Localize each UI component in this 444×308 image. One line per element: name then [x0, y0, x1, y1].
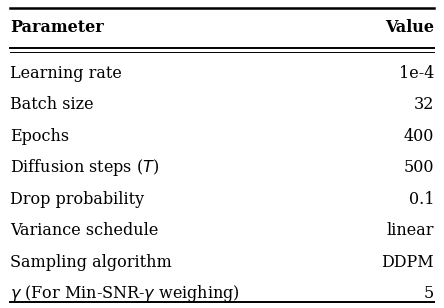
Text: 5: 5	[424, 286, 434, 302]
Text: 1e-4: 1e-4	[399, 65, 434, 82]
Text: 0.1: 0.1	[408, 191, 434, 208]
Text: Drop probability: Drop probability	[10, 191, 144, 208]
Text: Parameter: Parameter	[10, 19, 104, 37]
Text: Value: Value	[385, 19, 434, 37]
Text: Batch size: Batch size	[10, 96, 94, 113]
Text: 400: 400	[404, 128, 434, 145]
Text: DDPM: DDPM	[381, 254, 434, 271]
Text: Epochs: Epochs	[10, 128, 69, 145]
Text: Variance schedule: Variance schedule	[10, 222, 159, 239]
Text: Sampling algorithm: Sampling algorithm	[10, 254, 172, 271]
Text: 500: 500	[404, 160, 434, 176]
Text: $\gamma$ (For Min-SNR-$\gamma$ weighing): $\gamma$ (For Min-SNR-$\gamma$ weighing)	[10, 283, 240, 304]
Text: 32: 32	[414, 96, 434, 113]
Text: Learning rate: Learning rate	[10, 65, 122, 82]
Text: linear: linear	[386, 222, 434, 239]
Text: Diffusion steps ($T$): Diffusion steps ($T$)	[10, 157, 159, 178]
